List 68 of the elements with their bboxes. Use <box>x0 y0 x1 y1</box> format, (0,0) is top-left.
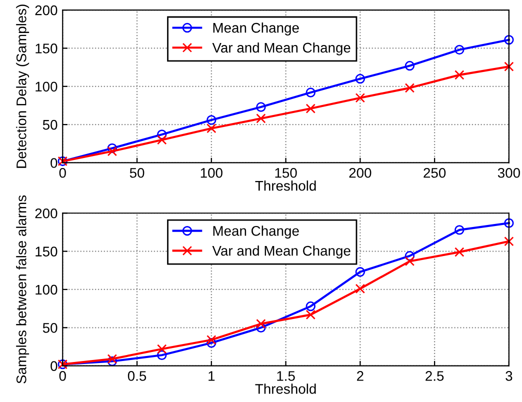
x-tick-label: 300 <box>498 168 520 178</box>
point <box>504 34 514 45</box>
point <box>107 354 118 364</box>
point <box>306 104 316 114</box>
x-axis-title: Threshold <box>255 384 316 394</box>
y-axis-title: Samples between false alarms <box>16 195 30 384</box>
point <box>256 114 266 124</box>
point <box>454 70 464 80</box>
point <box>355 284 366 294</box>
point <box>504 218 514 228</box>
point <box>355 74 366 84</box>
point <box>206 338 216 348</box>
point <box>355 92 366 103</box>
x-tick-label: 50 <box>130 168 144 178</box>
point <box>206 115 216 125</box>
point <box>256 318 266 329</box>
point <box>306 310 316 320</box>
x-axis-title: Threshold <box>255 180 316 191</box>
y-tick-label: 50 <box>42 322 58 333</box>
x-tick-label: 150 <box>275 168 297 178</box>
x-tick-label: 250 <box>424 168 446 178</box>
point <box>404 60 415 71</box>
point <box>256 322 266 333</box>
point <box>157 350 167 360</box>
x-tick-label: 0 <box>59 168 66 178</box>
y-tick-label: 150 <box>36 44 58 54</box>
y-tick-label: 200 <box>35 5 58 16</box>
point <box>206 335 216 345</box>
point <box>107 146 118 156</box>
point <box>157 344 167 354</box>
point <box>454 44 464 55</box>
y-tick-label: 0 <box>50 158 58 168</box>
point <box>404 256 415 266</box>
point <box>306 88 316 98</box>
x-tick-label: 200 <box>349 168 372 178</box>
point <box>256 102 266 112</box>
x-tick-label: 2.5 <box>426 371 444 381</box>
point <box>454 247 464 257</box>
y-tick-label: 50 <box>42 120 58 130</box>
x-tick-label: 100 <box>200 168 222 178</box>
legend-label: Mean Change <box>213 22 299 36</box>
point <box>107 143 118 154</box>
y-tick-label: 100 <box>36 82 58 92</box>
x-tick-label: 0.5 <box>128 371 146 381</box>
x-tick-label: 1.5 <box>277 371 295 381</box>
y-tick-label: 0 <box>50 361 58 371</box>
point <box>404 251 415 261</box>
point <box>157 130 167 140</box>
point <box>157 134 167 145</box>
legend-label: Mean Change <box>213 226 299 239</box>
point <box>404 83 415 93</box>
x-tick-label: 0 <box>59 371 66 381</box>
x-tick-label: 1 <box>208 371 215 381</box>
x-tick-label: 2 <box>357 371 364 381</box>
point <box>107 356 118 366</box>
y-tick-label: 200 <box>35 208 58 218</box>
point <box>355 267 366 277</box>
point <box>454 225 464 235</box>
x-tick-label: 3 <box>506 371 512 381</box>
point <box>206 124 216 134</box>
point <box>306 301 316 312</box>
y-axis-title: Detection Delay (Samples) <box>16 4 30 168</box>
y-tick-label: 150 <box>36 246 58 256</box>
legend-label: Var and Mean Change <box>212 42 350 56</box>
point <box>504 62 514 72</box>
point <box>504 236 514 246</box>
legend-label: Var and Mean Change <box>212 246 350 258</box>
y-tick-label: 100 <box>36 284 58 295</box>
